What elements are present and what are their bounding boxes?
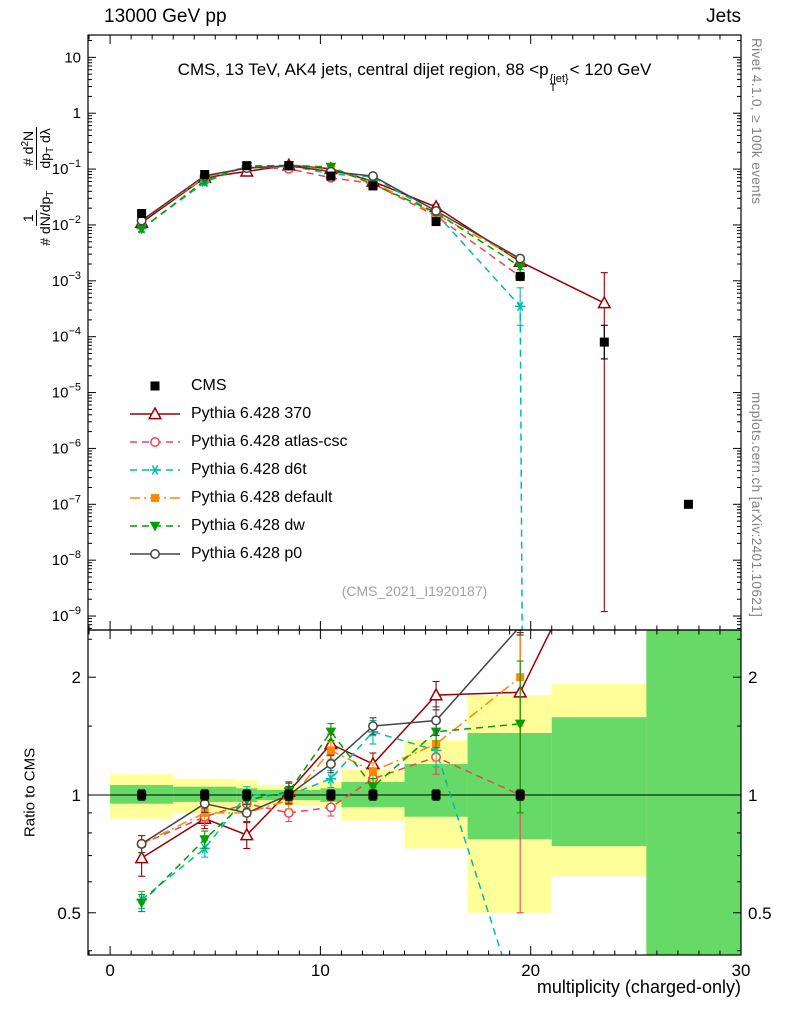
analysis-id-watermark: (CMS_2021_I1920187) [341,583,488,599]
pythia-d6t-marker-icon [130,465,180,475]
legend-item-pythia-atlas-csc: Pythia 6.428 atlas-csc [128,428,348,456]
main-y-tick-label: 10−7 [52,493,81,513]
ratio-plot-frame [87,629,742,956]
legend-item-pythia-370: Pythia 6.428 370 [128,400,348,428]
ratio-y-axis-label: Ratio to CMS [21,747,39,838]
legend-item-pythia-p0: Pythia 6.428 p0 [128,540,348,568]
main-y-axis-label: 1 # dN/dpT # d2N dpT dλ [18,0,58,467]
legend-label: Pythia 6.428 default [191,489,333,506]
legend-label: CMS [191,377,227,394]
mcplots-reference-label: mcplots.cern.ch [arXiv:2401.10621] [749,392,764,618]
legend-label: Pythia 6.428 d6t [191,461,307,478]
x-axis-tick-label: 30 [732,961,751,980]
beam-energy-label: 13000 GeV pp [104,6,227,27]
main-series-cms [137,161,693,509]
ratio-y-tick-label: 2 [72,668,81,687]
pt-jet-subscript: T [549,82,557,95]
pythia-370-marker-icon [130,406,180,420]
plot-title-pre: CMS, 13 TeV, AK4 jets, central dijet reg… [177,60,549,79]
main-series-pythia-6-428-d6t [136,160,526,326]
x-axis-title: multiplicity (charged-only) [536,977,741,997]
plot-title: CMS, 13 TeV, AK4 jets, central dijet reg… [88,60,741,94]
pythia-p0-marker-icon [130,549,180,559]
main-y-tick-label: 10−9 [52,605,81,625]
pythia-atlas-csc-marker-icon [130,437,180,447]
legend-item-pythia-d6t: Pythia 6.428 d6t [128,456,348,484]
pt-jet-superscript: {jet} [549,73,569,85]
ratio-y-tick-label: 1 [748,786,757,805]
x-axis-tick-label: 20 [521,961,540,980]
ratio-series-cms [137,789,525,801]
analysis-group-label: Jets [706,6,741,27]
legend-label: Pythia 6.428 dw [191,517,305,534]
legend-item-pythia-dw: Pythia 6.428 dw [128,512,348,540]
pythia-default-marker-icon [130,494,180,502]
legend: CMS Pythia 6.428 370 Pythia 6.428 atlas-… [128,372,348,568]
legend-label: Pythia 6.428 370 [191,405,312,422]
pythia-dw-marker-icon [130,521,180,532]
legend-label: Pythia 6.428 atlas-csc [191,433,348,450]
ratio-y-tick-label: 1 [72,786,81,805]
ratio-y-tick-label: 0.5 [57,904,81,923]
main-y-tick-label: 10−8 [52,549,81,569]
pt-jet-notation: {jet} T [549,73,569,95]
y-label-fraction-1: 1 # dN/dpT [19,190,56,246]
x-axis-tick-label: 0 [105,961,114,980]
main-y-tick-label: 10 [64,49,81,66]
ratio-y-tick-label: 0.5 [748,904,772,923]
ratio-y-tick-label: 2 [748,668,757,687]
axis-ticks [88,35,742,955]
legend-item-pythia-default: Pythia 6.428 default [128,484,348,512]
y-label-fraction-2: # d2N dpT dλ [19,126,56,170]
x-axis-tick-label: 10 [311,961,330,980]
main-y-tick-label: 1 [73,105,81,122]
legend-label: Pythia 6.428 p0 [191,545,303,562]
rivet-version-label: Rivet 4.1.0, ≥ 100k events [749,38,764,205]
plot-title-post: < 120 GeV [569,60,652,79]
cms-marker-icon [150,381,160,391]
legend-item-cms: CMS [128,372,348,400]
